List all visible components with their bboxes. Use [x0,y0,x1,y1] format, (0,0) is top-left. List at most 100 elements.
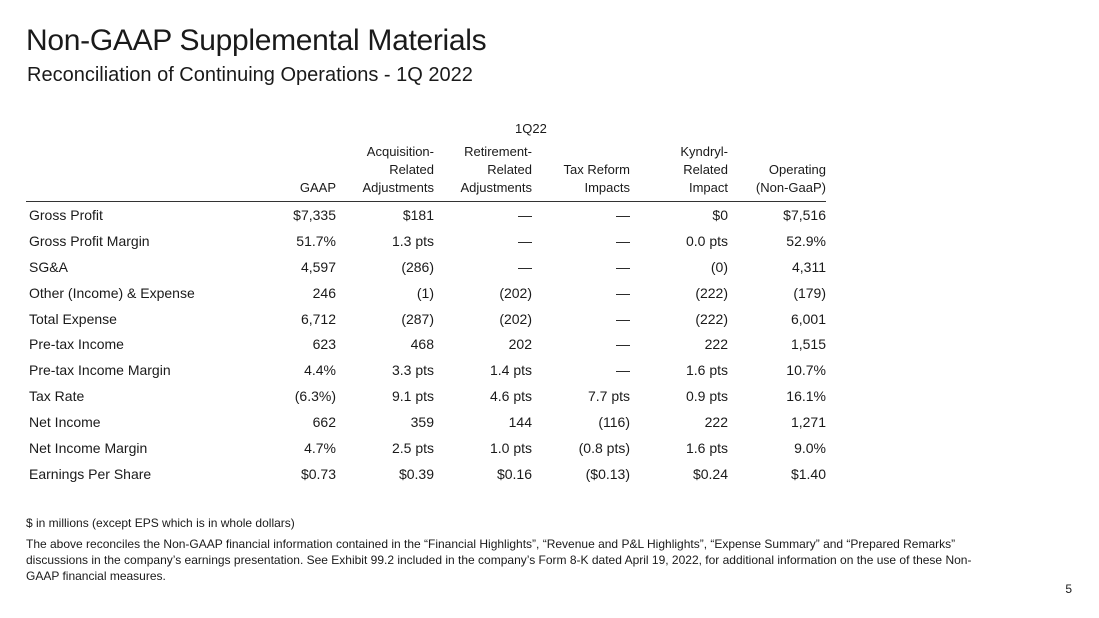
table-cell: (0.8 pts) [578,439,630,456]
table-cell: (6.3%) [294,388,336,405]
table-cell: 6,712 [300,310,336,327]
table-cell: $0 [712,206,728,223]
table-cell: 10.7% [786,362,826,379]
table-row: Other (Income) & Expense 246 (1) (202) — (222… [26,280,826,306]
table-cell: 359 [410,414,434,431]
table-cell: 51.7% [296,232,336,249]
units-footnote: $ in millions (except EPS which is in wh… [26,516,295,530]
table-cell: (287) [401,310,434,327]
table-cell: 4.4% [304,362,336,379]
table-cell: 1.3 pts [391,232,434,249]
table-cell: $0.24 [692,465,728,482]
table-cell: $7,516 [783,206,826,223]
table-body: Gross Profit $7,335 $181— — $0 $7,516 Gross Pr… [26,202,826,487]
period-label: 1Q22 [515,121,547,136]
row-label: Net Income Margin [29,439,148,456]
table-cell: 3.3 pts [391,362,434,379]
table-cell: (179) [793,284,826,301]
table-cell: 246 [312,284,336,301]
row-label: Gross Profit Margin [29,232,150,249]
column-header: Acquisition- Related Adjustments [336,143,434,202]
table-cell: $1.40 [790,465,826,482]
column-header: Operating (Non-GaaP) [728,143,826,202]
table-cell: — [616,232,630,249]
table-cell: — [518,258,532,275]
row-label: Net Income [29,414,101,431]
table-cell: 1.0 pts [489,439,532,456]
table-row: Gross Profit $7,335 $181 — — $0 $7,516 [26,202,826,228]
table-cell: 1.6 pts [685,439,728,456]
table-cell: (222) [695,284,728,301]
table-row: Total Expense 6,712 (287) (202) — (222) 6,001 [26,306,826,332]
page-number: 5 [1065,582,1072,596]
table-row: SG&A 4,597 (286) — — (0) 4,311 [26,254,826,280]
row-label: Gross Profit [29,206,103,223]
column-header: Tax Reform Impacts [532,143,630,202]
table-cell: 202 [508,336,532,353]
column-header: GAAP [254,143,336,202]
page-subtitle: Reconciliation of Continuing Operations … [27,64,473,86]
table-cell: 1.6 pts [685,362,728,379]
row-label: Earnings Per Share [29,465,152,482]
table-row: Pre-tax Income 623 468 202 — 222 1,515 [26,331,826,357]
row-label: Total Expense [29,310,117,327]
table-cell: 4,311 [792,258,826,275]
table-cell: 222 [704,414,728,431]
table-cell: 1,515 [790,336,826,353]
row-label: Pre-tax Income [29,336,124,353]
row-label: Other (Income) & Expense [29,284,195,301]
column-header: Retirement- Related Adjustments [434,143,532,202]
table-cell: — [616,284,630,301]
disclosure-footnote: The above reconciles the Non-GAAP financ… [26,537,972,583]
table-cell: 222 [704,336,728,353]
reconciliation-table: GAAP Acquisition- Related Adjustments Retire… [26,143,826,487]
table-cell: (116) [598,414,630,431]
table-cell: 0.9 pts [685,388,728,405]
column-header: Kyndryl- Related Impact [630,143,728,202]
table-cell: $181 [402,206,434,223]
table-cell: 4.7% [304,439,336,456]
table-cell: (222) [695,310,728,327]
table-cell: 2.5 pts [391,439,434,456]
table-cell: (0) [710,258,728,275]
table-cell: — [616,206,630,223]
table-cell: 9.1 pts [391,388,434,405]
table-cell: 623 [312,336,336,353]
table-cell: 0.0 pts [685,232,728,249]
row-label: SG&A [29,258,68,275]
row-label: Pre-tax Income Margin [29,362,171,379]
table-cell: 6,001 [790,310,826,327]
table-cell: — [616,362,630,379]
table-cell: ($0.13) [585,465,630,482]
table-cell: $7,335 [293,206,336,223]
table-cell: 662 [312,414,336,431]
table-cell: $0.73 [300,465,336,482]
table-cell: (1) [416,284,434,301]
table-row: Tax Rate (6.3%) 9.1 pts 4.6 pts 7.7 pts 0.9 p… [26,383,826,409]
row-label: Tax Rate [29,388,85,405]
table-cell: (202) [499,310,532,327]
table-row: Earnings Per Share $0.73 $0.39 $0.16 ($0.13)… [26,461,826,487]
table-cell: — [616,310,630,327]
table-cell: — [616,336,630,353]
table-cell: 1.4 pts [489,362,532,379]
table-cell: 144 [508,414,532,431]
table-cell: (202) [499,284,532,301]
table-row: Pre-tax Income Margin 4.4% 3.3 pts 1.4 pts —… [26,357,826,383]
table-cell: 16.1% [786,388,826,405]
table-cell: $0.16 [496,465,532,482]
page-title: Non-GAAP Supplemental Materials [26,24,487,57]
table-cell: 4,597 [300,258,336,275]
table-cell: 52.9% [786,232,826,249]
table-cell: $0.39 [398,465,434,482]
table-cell: — [616,258,630,275]
table-cell: 7.7 pts [587,388,630,405]
table-cell: 4.6 pts [489,388,532,405]
table-cell: 1,271 [790,414,826,431]
table-cell: (286) [401,258,434,275]
table-row: Gross Profit Margin 51.7% 1.3 pts — — 0.0 pts… [26,228,826,254]
column-header-row: GAAP Acquisition- Related Adjustments Retire… [26,143,826,202]
table-cell: — [518,232,532,249]
table-cell: 468 [410,336,434,353]
table-cell: — [518,206,532,223]
